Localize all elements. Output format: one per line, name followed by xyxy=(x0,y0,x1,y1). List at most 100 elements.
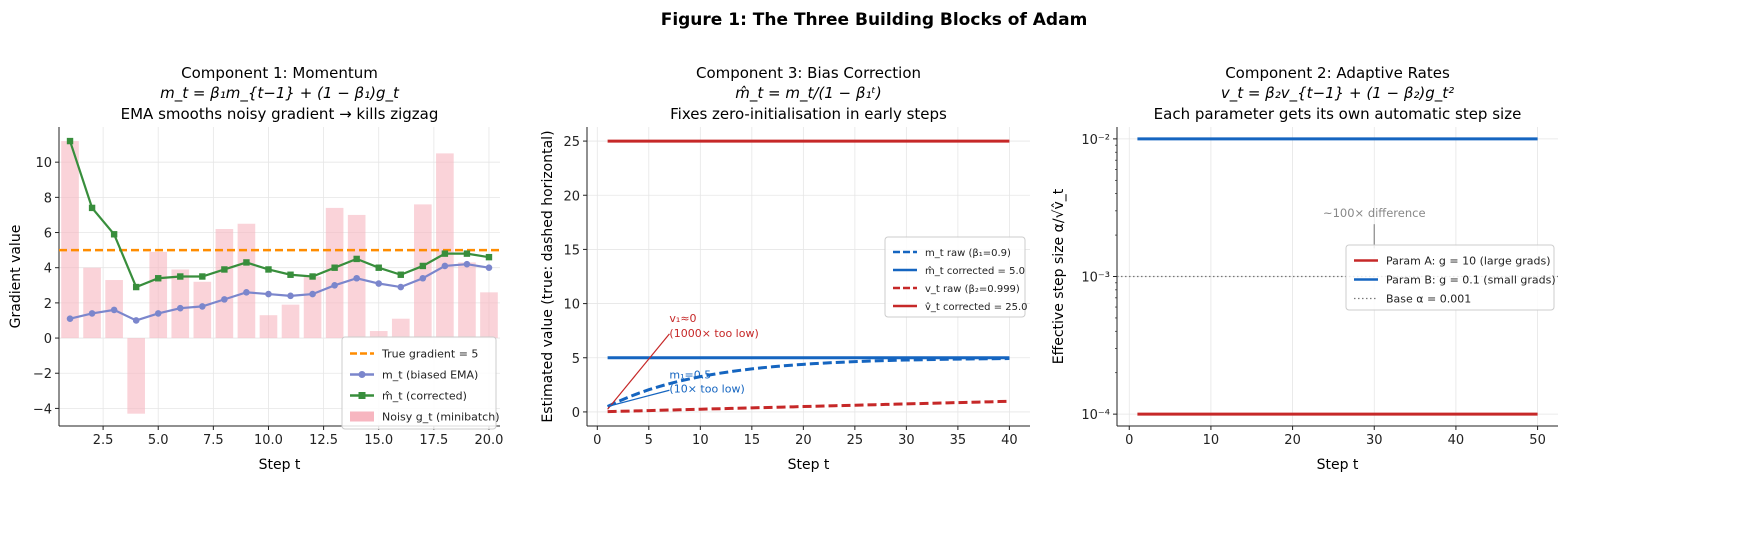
x-tick-label: 10.0 xyxy=(254,433,283,448)
y-tick-label: 25 xyxy=(563,135,580,150)
x-tick-label: 0 xyxy=(593,433,601,448)
data-point xyxy=(265,266,272,273)
corrected-ema-line xyxy=(68,140,490,289)
chart-formula: v_t = β₂v_{t−1} + (1 − β₂)g_t² xyxy=(1221,84,1454,103)
y-tick-label: 2 xyxy=(44,297,52,312)
bar xyxy=(480,292,498,339)
data-point xyxy=(199,303,206,310)
bar xyxy=(127,338,145,414)
annotation-arrow xyxy=(607,389,670,408)
data-point xyxy=(132,317,140,324)
data-point xyxy=(331,264,338,271)
panel-momentum: Component 1: Momentum m_t = β₁m_{t−1} + (… xyxy=(8,64,503,473)
data-point xyxy=(331,281,338,289)
x-tick-label: 10 xyxy=(1203,433,1220,448)
data-point xyxy=(243,289,250,296)
bar xyxy=(237,223,256,339)
data-point xyxy=(441,250,449,257)
y-tick-label: 10 xyxy=(563,298,580,313)
legend-swatch xyxy=(350,411,374,422)
data-point xyxy=(221,296,228,303)
x-tick-label: 20 xyxy=(795,433,812,448)
data-point xyxy=(419,262,427,270)
x-tick-label: 10 xyxy=(692,433,709,448)
y-tick-label: 10⁻⁴ xyxy=(1081,408,1110,423)
bar xyxy=(414,204,432,339)
legend-label: Base α = 0.001 xyxy=(1386,293,1471,306)
x-tick-label: 15 xyxy=(744,433,761,448)
data-point xyxy=(132,283,140,291)
y-tick-label: 15 xyxy=(563,243,580,258)
legend-box xyxy=(341,336,497,430)
data-point xyxy=(110,231,118,238)
m-raw-line xyxy=(606,357,1010,408)
x-tick-label: 5 xyxy=(645,433,653,448)
chart-subtitle: Each parameter gets its own automatic st… xyxy=(1154,105,1522,123)
data-point xyxy=(199,273,206,280)
data-point xyxy=(375,280,383,287)
y-tick-label: 5 xyxy=(572,352,580,367)
data-point xyxy=(66,315,74,323)
data-point xyxy=(353,255,360,263)
data-point xyxy=(110,306,118,314)
chart-title: Component 1: Momentum xyxy=(181,64,378,82)
x-tick-label: 25 xyxy=(847,433,864,448)
bar xyxy=(193,281,212,339)
x-tick-label: 0 xyxy=(1125,433,1133,448)
x-tick-label: 40 xyxy=(1001,433,1018,448)
annotation-label: (1000× too low) xyxy=(669,327,758,340)
x-tick-label: 30 xyxy=(898,433,915,448)
x-tick-label: 12.5 xyxy=(309,433,338,448)
chart-formula: m_t = β₁m_{t−1} + (1 − β₁)g_t xyxy=(160,84,400,103)
data-point xyxy=(154,310,162,317)
y-tick-label: 8 xyxy=(44,191,52,206)
legend-marker xyxy=(358,371,366,378)
bar xyxy=(171,269,190,339)
x-tick-label: 20 xyxy=(1284,433,1301,448)
data-point xyxy=(463,250,471,257)
data-point xyxy=(176,304,184,312)
y-tick-label: 6 xyxy=(44,227,52,242)
bar xyxy=(149,251,168,339)
legend-box xyxy=(1345,244,1555,311)
data-point xyxy=(265,290,272,298)
data-point xyxy=(177,273,184,280)
legend-label: Param B: g = 0.1 (small grads) xyxy=(1386,274,1556,287)
y-tick-label: −4 xyxy=(33,402,52,417)
data-point xyxy=(221,266,228,273)
y-tick-label: 0 xyxy=(572,406,580,421)
x-axis-label: Step t xyxy=(259,457,301,473)
data-point xyxy=(375,264,382,271)
legend-marker xyxy=(358,392,366,399)
data-point xyxy=(155,275,162,282)
bar xyxy=(325,207,344,339)
y-tick-label: −2 xyxy=(33,367,52,382)
annotation-label: v₁≈0 xyxy=(669,312,696,325)
y-tick-label: 4 xyxy=(44,262,52,277)
y-axis-label: Estimated value (true: dashed horizontal… xyxy=(540,130,556,422)
y-tick-label: 20 xyxy=(563,189,580,204)
bar xyxy=(83,267,101,339)
chart-title: Component 2: Adaptive Rates xyxy=(1225,64,1450,82)
data-point xyxy=(485,253,493,261)
annotation-label: ~100× difference xyxy=(1323,206,1426,220)
bar xyxy=(281,304,300,339)
data-point xyxy=(287,292,294,300)
bar xyxy=(369,331,388,339)
bar xyxy=(391,318,410,339)
v-raw-line xyxy=(607,399,1010,414)
biased-ema-line xyxy=(69,263,490,322)
x-tick-label: 15.0 xyxy=(364,433,393,448)
bar xyxy=(303,276,322,339)
x-tick-label: 20.0 xyxy=(474,433,503,448)
chart-formula: m̂_t = m_t/(1 − β₁ᵗ) xyxy=(735,84,882,103)
figure-title: Figure 1: The Three Building Blocks of A… xyxy=(661,10,1088,30)
annotation-label: m₁=0.5 xyxy=(669,368,711,381)
legend-label: v_t raw (β₂=0.999) xyxy=(925,284,1020,295)
x-tick-label: 17.5 xyxy=(419,433,448,448)
x-tick-label: 7.5 xyxy=(203,433,224,448)
x-tick-label: 35 xyxy=(950,433,967,448)
y-axis-label: Gradient value xyxy=(8,225,24,329)
x-tick-label: 30 xyxy=(1366,433,1383,448)
